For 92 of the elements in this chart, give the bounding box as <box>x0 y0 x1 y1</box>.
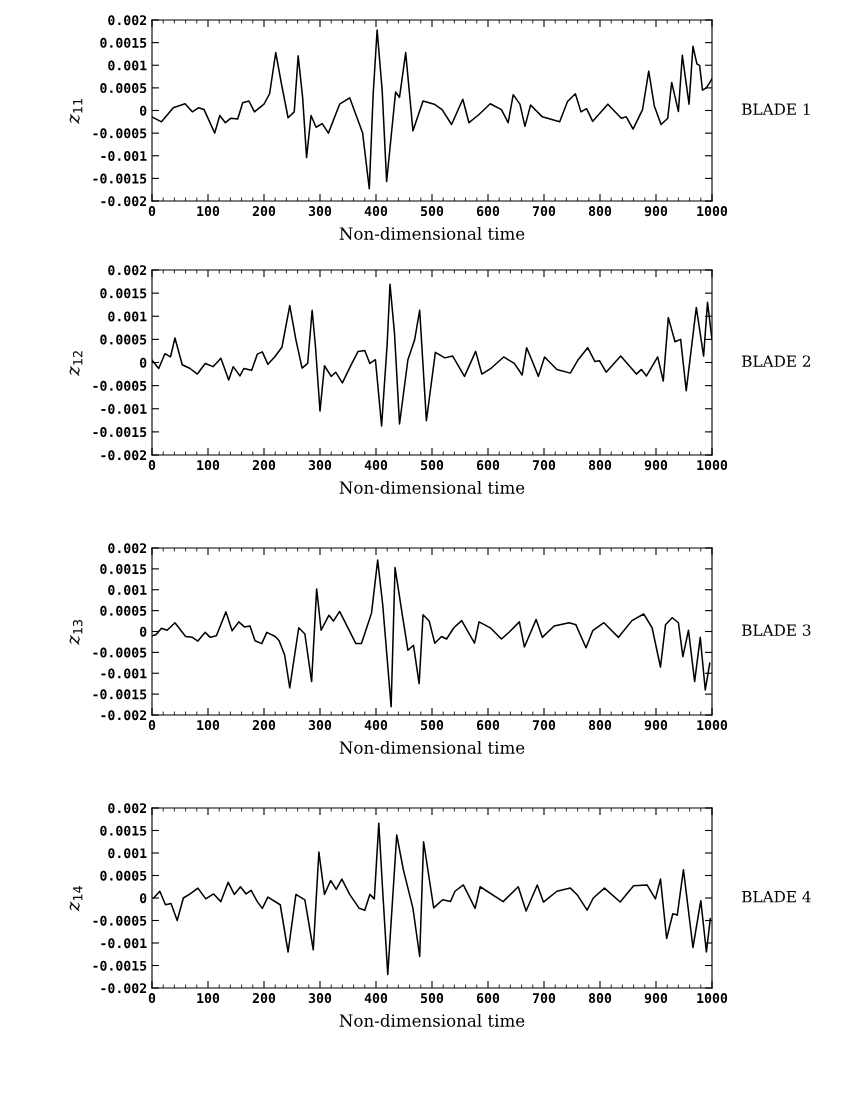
text: BLADE 1 <box>742 103 810 115</box>
y-tick-label: 0.0005 <box>100 83 147 94</box>
y-tick-label: -0.0015 <box>93 173 147 184</box>
text: BLADE 4 <box>742 890 811 903</box>
x-tick-label: 600 <box>476 460 500 471</box>
x-tick-label: 100 <box>197 206 220 217</box>
y-tick-label: -0.0015 <box>93 689 147 700</box>
x-axis-title: Non-dimensional time <box>339 226 525 240</box>
y-tick-label: -0.001 <box>101 668 147 679</box>
x-tick-label: 500 <box>421 206 444 217</box>
y-tick-label: -0.0005 <box>93 128 147 139</box>
x-tick-label: 800 <box>588 993 612 1004</box>
text: BLADE 3 <box>742 624 811 636</box>
x-tick-label: 900 <box>644 993 668 1004</box>
x-tick-label: 1000 <box>697 460 728 471</box>
x-axis-title: Non-dimensional time <box>339 480 525 494</box>
y-tick-label: 0.0015 <box>100 564 147 575</box>
x-tick-label: 500 <box>421 460 444 471</box>
x-tick-label: 200 <box>252 993 276 1004</box>
y-tick-label: -0.002 <box>101 196 147 207</box>
y-tick-label: 0.0005 <box>100 605 147 616</box>
y-tick-label: 0 <box>139 357 147 368</box>
x-axis-title: Non-dimensional time <box>339 740 525 754</box>
x-tick-label: 1000 <box>697 993 728 1004</box>
y-tick-label: 0.002 <box>108 265 147 276</box>
y-tick-label: 0.0005 <box>100 334 147 345</box>
x-tick-label: 1000 <box>697 206 728 217</box>
y-tick-label: 0.002 <box>108 803 147 814</box>
x-tick-label: 800 <box>588 720 612 731</box>
y-tick-label: -0.0005 <box>93 647 147 658</box>
x-tick-label: 900 <box>644 206 668 217</box>
x-tick-label: 300 <box>308 206 332 217</box>
text: BLADE 2 <box>742 355 811 367</box>
x-tick-label: 400 <box>364 993 388 1004</box>
x-tick-label: 1000 <box>697 720 728 731</box>
x-tick-label: 0 <box>148 720 156 731</box>
x-tick-label: 400 <box>364 720 388 731</box>
x-tick-label: 0 <box>148 460 156 471</box>
y-tick-label: 0.001 <box>108 60 147 71</box>
x-tick-label: 700 <box>532 993 556 1004</box>
x-tick-label: 300 <box>308 720 332 731</box>
x-tick-label: 800 <box>588 460 612 471</box>
x-tick-label: 0 <box>148 206 156 217</box>
y-axis-title: z$_{12}$ <box>69 351 83 376</box>
x-axis-title: Non-dimensional time <box>339 1013 525 1027</box>
x-tick-label: 600 <box>476 993 500 1004</box>
x-tick-label: 700 <box>532 206 556 217</box>
y-tick-label: 0.001 <box>108 311 147 322</box>
x-tick-label: 500 <box>421 993 444 1004</box>
y-axis-title: z$_{11}$ <box>69 99 83 124</box>
x-tick-label: 300 <box>308 993 332 1004</box>
x-tick-label: 200 <box>252 460 276 471</box>
x-tick-label: 0 <box>148 993 156 1004</box>
x-tick-label: 600 <box>476 720 500 731</box>
y-tick-label: 0.001 <box>108 584 147 595</box>
x-tick-label: 700 <box>532 460 556 471</box>
y-tick-label: -0.002 <box>101 983 147 994</box>
y-tick-label: 0.0015 <box>100 288 147 299</box>
x-tick-label: 400 <box>364 460 388 471</box>
x-tick-label: 100 <box>197 720 220 731</box>
y-axis-title: z$_{14}$ <box>69 886 83 912</box>
x-tick-label: 500 <box>421 720 444 731</box>
y-tick-label: -0.001 <box>101 150 147 161</box>
y-tick-label: 0 <box>139 626 147 637</box>
y-tick-label: -0.0005 <box>93 380 147 391</box>
x-tick-label: 100 <box>197 460 220 471</box>
x-tick-label: 900 <box>644 720 668 731</box>
x-tick-label: 900 <box>644 460 668 471</box>
x-tick-label: 400 <box>364 206 388 217</box>
y-tick-label: 0.0005 <box>100 870 147 881</box>
x-tick-label: 300 <box>308 460 332 471</box>
y-tick-label: -0.001 <box>101 938 147 949</box>
y-tick-label: -0.0005 <box>93 915 147 926</box>
y-tick-label: 0 <box>139 893 147 904</box>
x-tick-label: 200 <box>252 206 276 217</box>
y-tick-label: 0.002 <box>108 15 147 26</box>
y-tick-label: -0.002 <box>101 710 147 721</box>
y-tick-label: 0.0015 <box>100 825 147 836</box>
y-tick-label: 0.0015 <box>100 37 147 48</box>
y-tick-label: -0.002 <box>101 450 147 461</box>
y-tick-label: 0.002 <box>108 543 147 554</box>
y-tick-label: 0 <box>139 105 147 116</box>
y-axis-title: z$_{13}$ <box>69 619 83 645</box>
y-tick-label: -0.0015 <box>93 960 147 971</box>
y-tick-label: -0.001 <box>101 403 147 414</box>
y-tick-label: -0.0015 <box>93 427 147 438</box>
x-tick-label: 700 <box>532 720 556 731</box>
x-tick-label: 100 <box>197 993 220 1004</box>
y-tick-label: 0.001 <box>108 848 147 859</box>
x-tick-label: 800 <box>588 206 612 217</box>
x-tick-label: 600 <box>476 206 500 217</box>
x-tick-label: 200 <box>252 720 276 731</box>
